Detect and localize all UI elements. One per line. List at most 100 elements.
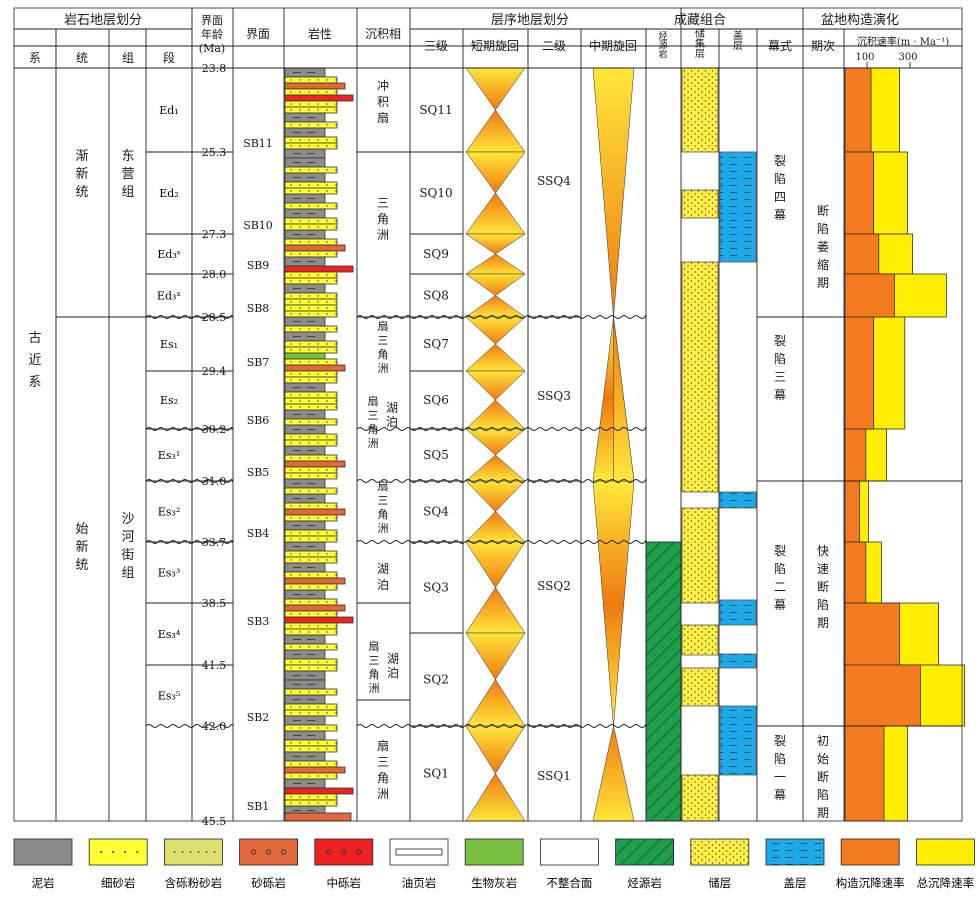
- lithology-bed: [284, 121, 338, 129]
- legend-gravel: [356, 849, 362, 855]
- short-cycle-up: [465, 773, 526, 822]
- lithology-bed: [284, 76, 338, 84]
- sand-dot: [299, 109, 301, 111]
- short-cycle-up: [465, 343, 526, 372]
- sand-dot: [308, 532, 310, 534]
- sequence-SQ3: SQ3: [423, 581, 449, 595]
- sand-dot: [299, 436, 301, 438]
- lithology-bed: [284, 106, 338, 114]
- stage-shrink: 断陷萎缩期: [817, 203, 829, 290]
- sand-dot: [335, 574, 337, 576]
- sand-dot: [299, 349, 301, 351]
- reservoir-block: [681, 67, 719, 153]
- sand-dot: [299, 103, 301, 105]
- vertical-text-char: 三: [377, 755, 389, 769]
- sand-dot: [317, 226, 319, 228]
- header-source: 烃源岩: [658, 30, 667, 60]
- sand-dot: [308, 184, 310, 186]
- legend-gravel: [265, 849, 272, 855]
- sand-dot: [326, 691, 328, 693]
- header-age-2: 年龄: [201, 27, 223, 41]
- lithology-bed: [284, 136, 338, 144]
- sand-dot: [299, 307, 301, 309]
- sand-dot: [308, 490, 310, 492]
- sand-dot: [335, 559, 337, 561]
- tectonic-rate-bar: [844, 67, 872, 153]
- sand-dot: [326, 379, 328, 381]
- sand-dot: [308, 421, 310, 423]
- vertical-text-char: 期: [817, 806, 829, 820]
- formation-dongying: 东营组: [121, 149, 134, 200]
- vertical-text-char: 三: [369, 654, 380, 667]
- member-label: Es₃¹: [158, 449, 181, 462]
- sand-dot: [290, 400, 292, 402]
- second-order-SSQ3: SSQ3: [537, 389, 571, 403]
- sand-dot: [317, 712, 319, 714]
- unconformity: [356, 427, 647, 431]
- rate-tick-100: 100: [855, 52, 874, 63]
- vertical-text-char: 三: [377, 196, 389, 210]
- sand-dot: [326, 742, 328, 744]
- header-basin: 盆地构造演化: [821, 12, 899, 28]
- sand-dot: [317, 667, 319, 669]
- sand-dot: [308, 538, 310, 540]
- vertical-text-char: 扇: [377, 110, 389, 125]
- lithology-bed: [284, 799, 338, 807]
- sand-dot: [317, 205, 319, 207]
- lithology-bed: [284, 346, 338, 354]
- sand-dot: [335, 274, 337, 276]
- sand-dot: [335, 400, 337, 402]
- sand-dot: [299, 802, 301, 804]
- vertical-text-char: 四: [774, 190, 786, 204]
- sand-dot: [335, 712, 337, 714]
- sand-dot: [290, 742, 292, 744]
- lithology-bed: [284, 439, 338, 447]
- legend-gravel: [341, 849, 347, 855]
- sand-dot: [299, 661, 301, 663]
- sand-dot: [317, 109, 319, 111]
- sand-dot: [335, 190, 337, 192]
- sand-dot: [299, 712, 301, 714]
- sand-dot: [308, 343, 310, 345]
- header-cap: 盖层: [733, 29, 743, 52]
- vertical-text-char: 渐: [75, 149, 88, 164]
- surface-SB5: SB5: [247, 466, 270, 479]
- lithology-bed: [284, 541, 326, 552]
- sand-dot: [326, 190, 328, 192]
- short-cycle-up: [465, 587, 526, 634]
- unconformity: [145, 427, 234, 431]
- sand-dot: [308, 313, 310, 315]
- vertical-text-char: 洲: [377, 787, 389, 801]
- lithology-bed: [284, 244, 346, 252]
- lithology-bed: [284, 730, 326, 741]
- sand-dot: [317, 625, 319, 627]
- mid-cycle-fill: [613, 316, 635, 482]
- cap-block: [719, 151, 757, 263]
- stage-rapid: 快速断陷期: [817, 544, 829, 630]
- rate-tick-300: 300: [898, 52, 917, 63]
- sand-dot: [317, 802, 319, 804]
- sand-dot: [326, 421, 328, 423]
- sand-dot: [335, 775, 337, 777]
- sand-dot: [326, 343, 328, 345]
- vertical-text-char: 陷: [817, 787, 829, 802]
- sand-dot: [299, 205, 301, 207]
- header-xi: 系: [29, 51, 41, 65]
- sand-dot: [290, 421, 292, 423]
- sand-dot: [290, 667, 292, 669]
- lithology-bed: [284, 472, 338, 480]
- sand-dot: [299, 139, 301, 141]
- lithology-bed: [284, 370, 338, 378]
- sand-dot: [290, 517, 292, 519]
- legend-dot: [124, 851, 127, 853]
- sand-dot: [317, 220, 319, 222]
- sand-dot: [326, 706, 328, 708]
- legend-swatch: [88, 838, 148, 866]
- sand-dot: [299, 400, 301, 402]
- sand-dot: [299, 505, 301, 507]
- vertical-text-char: 统: [75, 558, 88, 573]
- short-cycle-down: [465, 67, 526, 111]
- sand-dot: [335, 706, 337, 708]
- sand-dot: [317, 349, 319, 351]
- sand-dot: [308, 190, 310, 192]
